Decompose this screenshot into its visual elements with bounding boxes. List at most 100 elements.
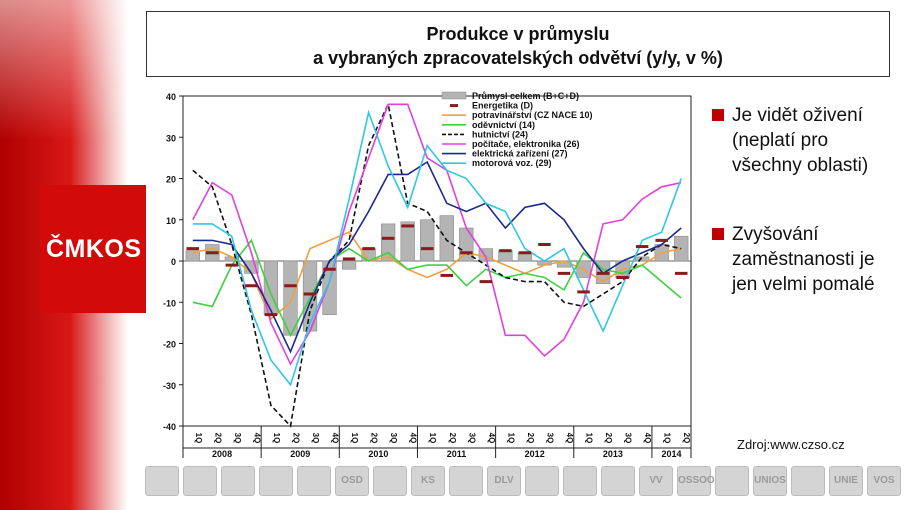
series-line [192,103,682,366]
union-logo: OSSOO [677,466,715,496]
legend-label: hutnictví (24) [472,129,528,139]
quarter-label: 2Q [448,433,457,444]
y-tick-label: 30 [166,133,176,143]
quarter-label: 2Q [682,433,691,444]
legend-label: Energetika (D) [472,101,533,111]
energy-marker [518,251,532,255]
bar-industry-total [498,250,513,262]
quarter-label: 2Q [292,433,301,444]
quarter-label: 2Q [213,433,222,444]
union-logo-label: UNIE [834,475,858,486]
quarter-label: 1Q [585,433,594,444]
energy-marker [440,273,454,277]
y-tick-label: 40 [166,92,176,102]
bar-industry-total [185,250,200,262]
bullet-text: Je vidět oživení (neplatí pro všechny ob… [732,105,869,176]
quarter-label: 1Q [272,433,281,444]
year-label: 2011 [447,449,467,459]
legend-label: elektrická zařízení (27) [472,149,568,159]
series-line [192,238,682,338]
year-label: 2010 [368,449,388,459]
title-line-1: Produkce v průmyslu [426,24,610,44]
legend-label: Průmysl celkem (B+C+D) [472,91,579,101]
brand-logo-text: ČMKOS [46,235,142,263]
year-label: 2009 [290,449,310,459]
bar-industry-total [420,219,435,262]
quarter-label: 3Q [389,433,398,444]
legend-swatch [441,91,467,100]
quarter-label: 4Q [565,433,574,444]
union-logo: KS [411,466,445,496]
series-line [192,160,682,354]
energy-marker [616,276,629,279]
energy-marker [225,263,239,267]
energy-marker [303,292,317,296]
quarter-label: 3Q [233,433,242,444]
union-logo [183,466,217,496]
energy-marker [342,257,356,261]
bullet-square-icon [712,109,724,121]
union-logo-label: VOS [873,475,895,486]
quarter-label: 4Q [252,433,261,444]
y-tick-label: 0 [171,257,176,267]
union-logo [715,466,749,496]
energy-marker [401,224,414,228]
quarter-label: 2Q [370,433,379,444]
legend-label: potravinářství (CZ NACE 10) [472,110,593,120]
quarter-label: 2Q [526,433,535,444]
bar-industry-total [674,235,689,262]
union-logo [563,466,597,496]
union-logo: UNIE [829,466,863,496]
energy-marker [479,280,493,284]
union-logo-label: UNIOS [754,475,786,486]
energy-marker [460,251,473,255]
energy-marker [206,251,219,255]
union-logo-label: OSSOO [678,475,715,486]
quarter-label: 3Q [467,433,476,444]
union-logo: OSD [335,466,369,496]
union-logo [601,466,635,496]
union-logo [791,466,825,496]
quarter-label: 1Q [663,433,672,444]
y-tick-label: -10 [163,298,176,308]
union-logo [145,466,179,496]
bar-industry-total [635,256,650,262]
energy-marker [557,271,571,275]
bullet-square-icon [712,228,724,240]
bullet-text: Zvyšování zaměstnanosti je jen velmi pom… [732,224,875,295]
year-label: 2013 [603,449,623,459]
union-logo [297,466,331,496]
quarter-label: 3Q [546,433,555,444]
quarter-label: 4Q [331,433,340,444]
quarter-label: 1Q [428,433,437,444]
series-line [192,101,682,428]
quarter-label: 2Q [604,433,613,444]
y-tick-label: -30 [163,381,176,391]
legend-label: počítače, elektronika (26) [472,139,580,149]
y-tick-label: -40 [163,422,176,432]
union-logo [373,466,407,496]
energy-marker [577,290,590,294]
union-logo [525,466,559,496]
union-logo [449,466,483,496]
bar-industry-total [400,221,415,262]
source-note: Zdroj:www.czso.cz [737,437,845,452]
union-logo: VV [639,466,673,496]
energy-marker [362,247,375,251]
quarter-label: 4Q [487,433,496,444]
year-label: 2012 [525,449,545,459]
year-label: 2008 [212,449,232,459]
bullet-item: Zvyšování zaměstnanosti je jen velmi pom… [712,222,897,297]
quarter-label: 4Q [643,433,652,444]
energy-marker [186,247,200,251]
chart: -40 -30 -20 -10 0 10 20 30 40 Průmysl celkem (B+C… [146,84,696,462]
energy-marker [323,267,336,271]
union-logo [259,466,293,496]
quarter-label: 4Q [409,433,418,444]
energy-marker [635,245,649,249]
quarter-label: 3Q [311,433,320,444]
y-tick-label: -20 [163,340,176,350]
union-logo-label: VV [649,475,663,486]
bar-industry-total [341,260,357,270]
member-union-logos: OSD KS DLV VV OSSOO UNIOS UNIE VOS [143,462,903,502]
